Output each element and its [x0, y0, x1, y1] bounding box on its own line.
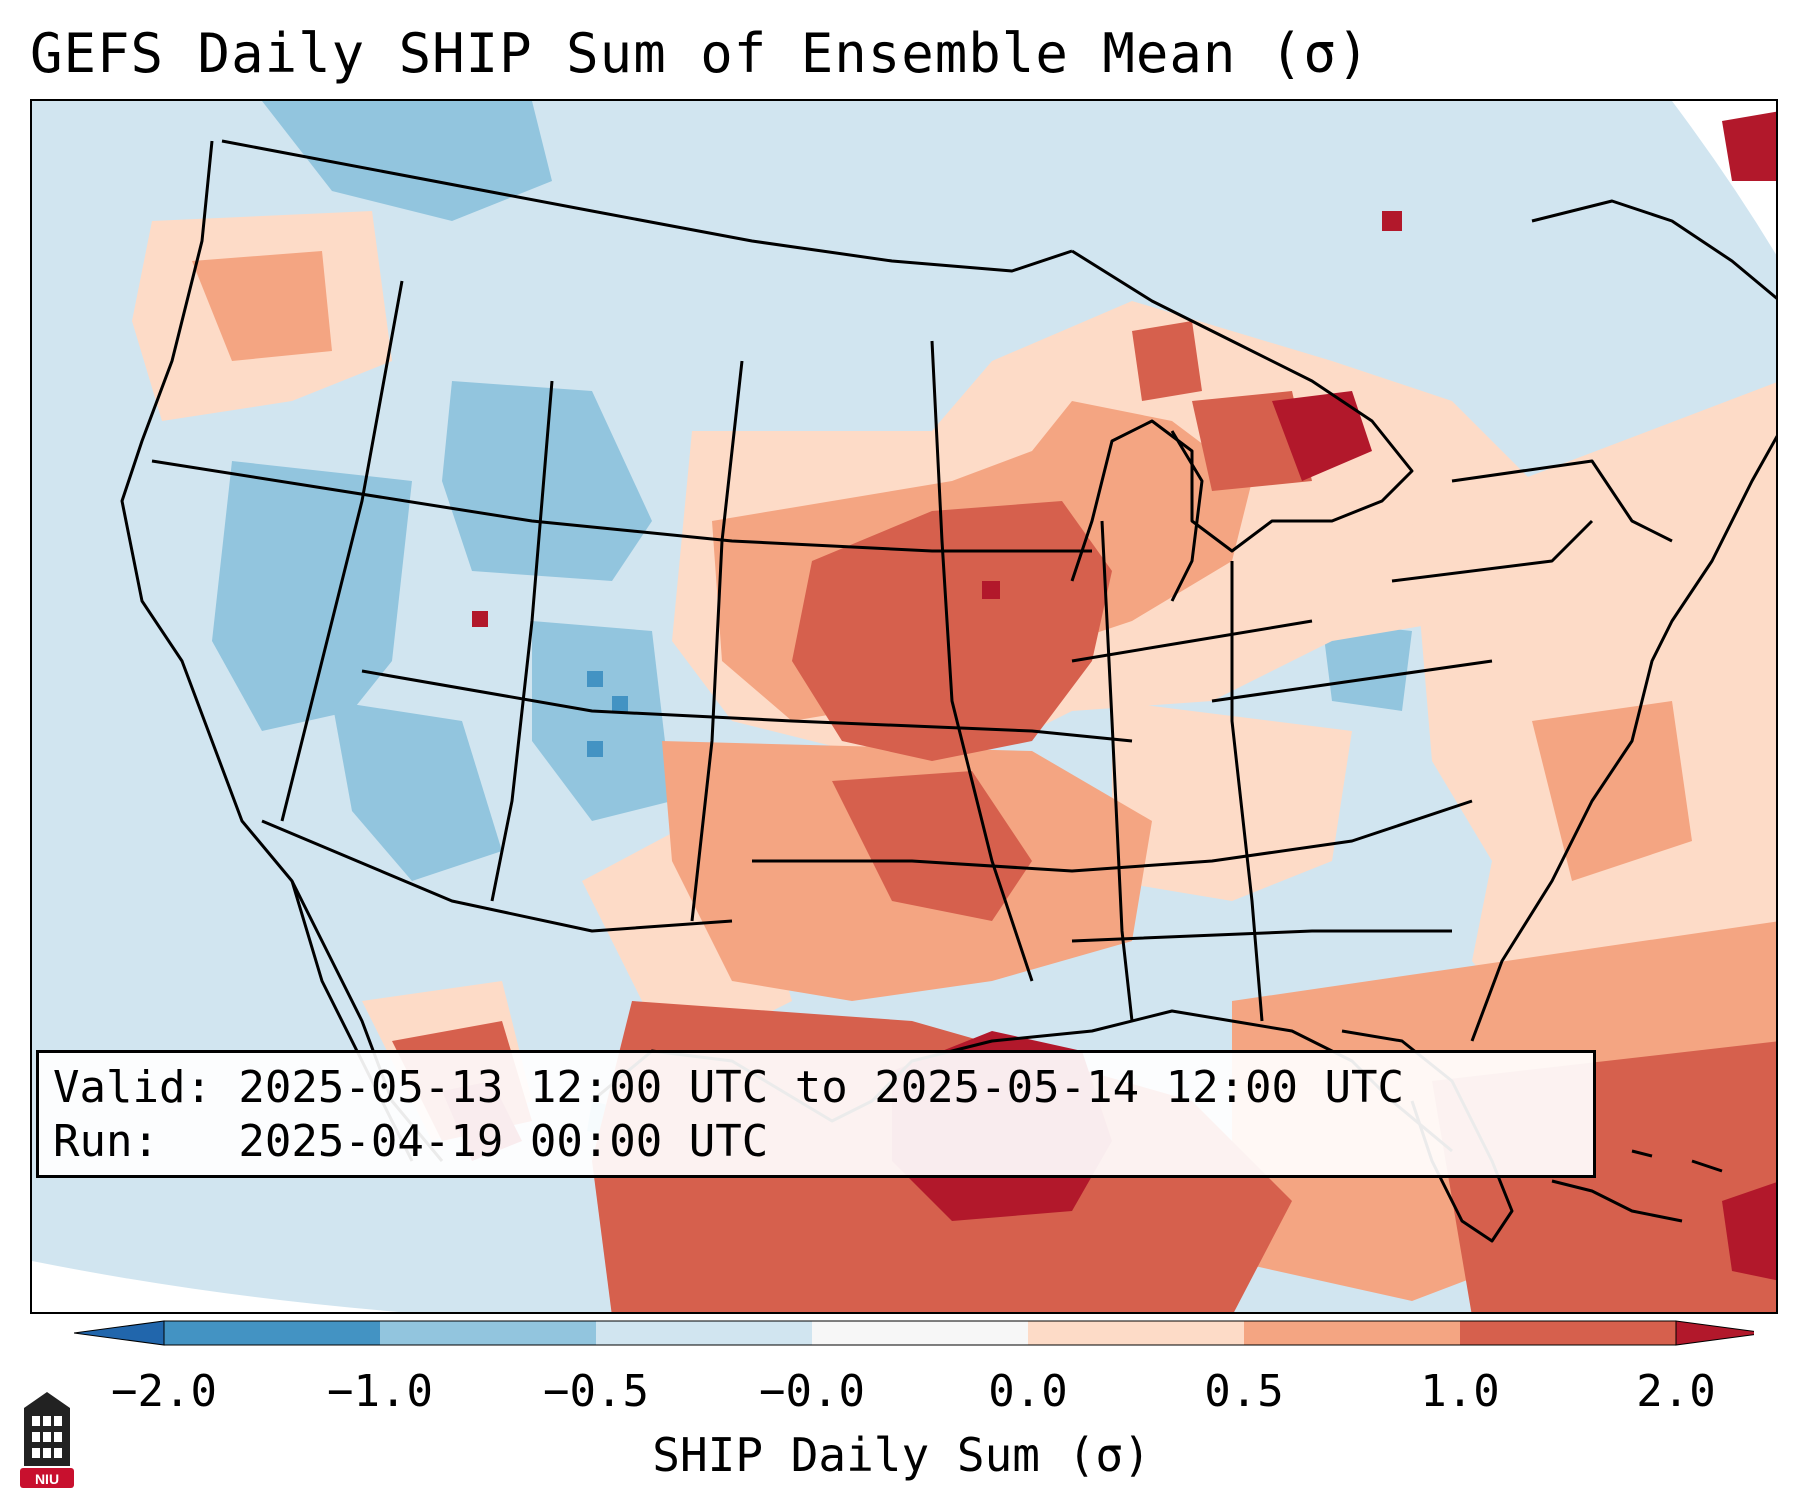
- state-line-7: [151, 459, 1092, 553]
- colorbar-bin: [596, 1321, 812, 1345]
- colorbar-bin: [1244, 1321, 1460, 1345]
- colorbar-bin: [380, 1321, 596, 1345]
- run-time-text: Run: 2025-04-19 00:00 UTC: [53, 1116, 769, 1167]
- caribbean: [1551, 1149, 1723, 1223]
- svg-text:NIU: NIU: [35, 1471, 59, 1487]
- outside-domain-bottom-left: [32, 1261, 400, 1312]
- strong-negative-cells: [587, 671, 628, 757]
- page-title: GEFS Daily SHIP Sum of Ensemble Mean (σ): [30, 22, 1371, 85]
- colorbar-label: SHIP Daily Sum (σ): [652, 1428, 1151, 1482]
- west-coast: [120, 140, 444, 1162]
- state-line-1: [280, 280, 404, 822]
- state-line-16: [1451, 459, 1673, 543]
- tick-label: −1.0: [327, 1366, 433, 1417]
- canada-border: [221, 139, 1073, 273]
- state-line-13: [1071, 619, 1313, 663]
- state-line-9: [752, 799, 1473, 873]
- state-line-12: [1391, 519, 1594, 583]
- state-line-10: [1071, 929, 1452, 943]
- tick-label: 2.0: [1636, 1366, 1716, 1417]
- great-lakes: [1070, 249, 1414, 582]
- state-line-5: [1100, 520, 1134, 1022]
- tick-label: −2.0: [111, 1366, 217, 1417]
- lake-michigan: [1170, 430, 1204, 602]
- colorbar-extend-low: [74, 1320, 165, 1346]
- colorbar-bin: [164, 1321, 380, 1345]
- state-line-2: [490, 380, 554, 902]
- colorbar-bin: [1028, 1321, 1244, 1345]
- tick-label: −0.5: [543, 1366, 649, 1417]
- state-line-15: [1531, 199, 1776, 300]
- valid-run-info-box: Valid: 2025-05-13 12:00 UTC to 2025-05-1…: [36, 1050, 1596, 1178]
- east-coast: [1470, 435, 1776, 1042]
- colorbar-bin: [812, 1321, 1028, 1345]
- colorbar: [74, 1320, 1754, 1346]
- valid-time-text: Valid: 2025-05-13 12:00 UTC to 2025-05-1…: [53, 1062, 1405, 1113]
- tick-label: 0.0: [988, 1366, 1068, 1417]
- state-line-14: [261, 819, 733, 933]
- colorbar-bin: [1460, 1321, 1676, 1345]
- colorbar-extend-high: [1675, 1320, 1754, 1346]
- niu-logo: NIU: [20, 1392, 74, 1488]
- state-line-8: [361, 669, 1133, 743]
- state-line-4: [930, 340, 1034, 982]
- state-line-6: [1230, 561, 1264, 1022]
- state-line-3: [690, 360, 744, 922]
- colorbar-outline: [163, 1320, 1677, 1346]
- tick-label: −0.0: [759, 1366, 865, 1417]
- tick-label: 0.5: [1204, 1366, 1284, 1417]
- coastlines-and-borders: [120, 139, 1776, 1243]
- tick-label: 1.0: [1420, 1366, 1500, 1417]
- colorbar-ticks: −2.0 −1.0 −0.5 −0.0 0.0 0.5 1.0 2.0: [0, 1366, 1803, 1420]
- state-line-11: [1211, 659, 1493, 703]
